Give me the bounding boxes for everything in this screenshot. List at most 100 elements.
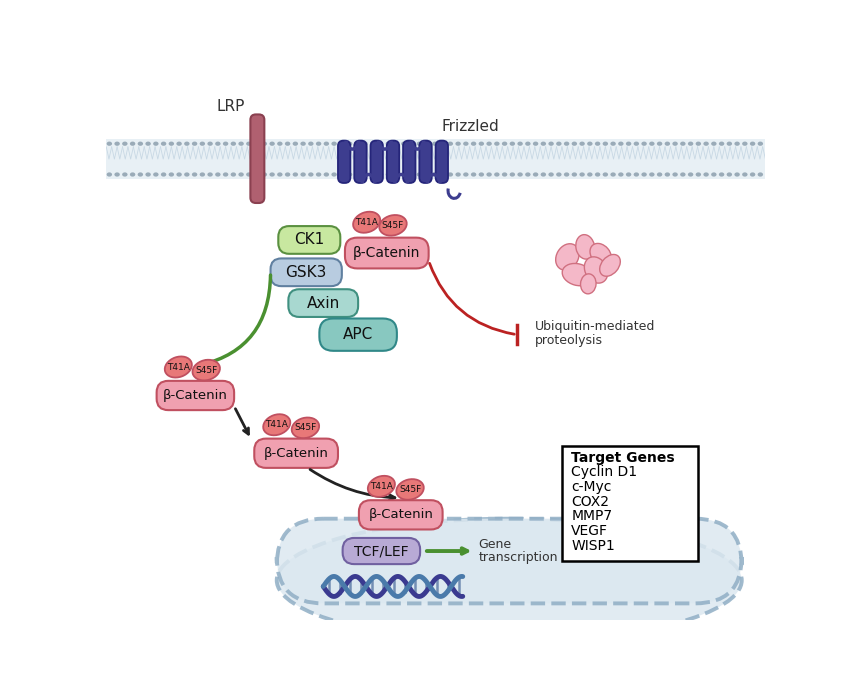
- Ellipse shape: [223, 172, 229, 176]
- FancyBboxPatch shape: [343, 538, 420, 564]
- Ellipse shape: [595, 141, 600, 146]
- Ellipse shape: [633, 141, 639, 146]
- Ellipse shape: [757, 172, 763, 176]
- Text: β-Catenin: β-Catenin: [368, 508, 434, 521]
- Ellipse shape: [448, 172, 453, 176]
- Ellipse shape: [115, 141, 120, 146]
- FancyBboxPatch shape: [435, 141, 448, 183]
- Ellipse shape: [456, 172, 461, 176]
- Ellipse shape: [564, 141, 570, 146]
- Ellipse shape: [556, 141, 562, 146]
- Ellipse shape: [584, 256, 608, 283]
- Bar: [106, 139, 765, 179]
- Ellipse shape: [215, 141, 220, 146]
- Ellipse shape: [610, 141, 615, 146]
- Ellipse shape: [672, 141, 677, 146]
- Ellipse shape: [215, 172, 220, 176]
- Ellipse shape: [556, 172, 562, 176]
- Ellipse shape: [727, 141, 732, 146]
- Text: Cyclin D1: Cyclin D1: [571, 466, 638, 480]
- Ellipse shape: [200, 172, 205, 176]
- Ellipse shape: [502, 141, 507, 146]
- Ellipse shape: [238, 172, 244, 176]
- Text: β-Catenin: β-Catenin: [163, 389, 228, 402]
- Ellipse shape: [409, 172, 414, 176]
- Ellipse shape: [277, 172, 282, 176]
- Ellipse shape: [246, 141, 252, 146]
- FancyBboxPatch shape: [371, 141, 383, 183]
- Ellipse shape: [401, 172, 406, 176]
- Ellipse shape: [727, 172, 732, 176]
- Text: Ubiquitin-mediated: Ubiquitin-mediated: [535, 321, 655, 333]
- Text: Target Genes: Target Genes: [571, 451, 675, 465]
- Ellipse shape: [587, 172, 592, 176]
- Ellipse shape: [750, 172, 756, 176]
- Ellipse shape: [471, 141, 476, 146]
- Ellipse shape: [292, 172, 298, 176]
- Ellipse shape: [510, 141, 515, 146]
- Ellipse shape: [370, 172, 376, 176]
- Ellipse shape: [533, 172, 538, 176]
- Ellipse shape: [432, 141, 438, 146]
- Ellipse shape: [168, 141, 174, 146]
- Ellipse shape: [600, 254, 620, 276]
- Ellipse shape: [300, 141, 306, 146]
- Ellipse shape: [292, 141, 298, 146]
- Ellipse shape: [533, 141, 538, 146]
- Ellipse shape: [541, 141, 546, 146]
- Ellipse shape: [386, 141, 391, 146]
- Ellipse shape: [292, 418, 319, 438]
- FancyBboxPatch shape: [254, 438, 338, 468]
- Ellipse shape: [572, 172, 577, 176]
- Text: S45F: S45F: [294, 423, 316, 432]
- Ellipse shape: [448, 141, 453, 146]
- Ellipse shape: [704, 172, 709, 176]
- Ellipse shape: [353, 212, 380, 233]
- Text: APC: APC: [343, 327, 373, 342]
- Ellipse shape: [757, 141, 763, 146]
- Ellipse shape: [603, 141, 608, 146]
- Ellipse shape: [192, 172, 197, 176]
- Ellipse shape: [525, 172, 530, 176]
- Ellipse shape: [277, 519, 742, 642]
- Ellipse shape: [416, 141, 422, 146]
- Ellipse shape: [618, 141, 624, 146]
- Ellipse shape: [161, 172, 167, 176]
- Ellipse shape: [394, 172, 399, 176]
- Ellipse shape: [657, 141, 662, 146]
- Ellipse shape: [130, 141, 135, 146]
- Ellipse shape: [581, 274, 596, 294]
- FancyBboxPatch shape: [403, 141, 416, 183]
- Ellipse shape: [161, 141, 167, 146]
- Ellipse shape: [580, 172, 585, 176]
- Ellipse shape: [254, 141, 259, 146]
- Ellipse shape: [541, 172, 546, 176]
- Text: Gene: Gene: [479, 537, 512, 551]
- Ellipse shape: [254, 172, 259, 176]
- Ellipse shape: [750, 141, 756, 146]
- FancyBboxPatch shape: [354, 141, 366, 183]
- Ellipse shape: [649, 141, 654, 146]
- Text: S45F: S45F: [196, 366, 218, 374]
- Ellipse shape: [564, 172, 570, 176]
- Ellipse shape: [440, 141, 445, 146]
- Ellipse shape: [368, 476, 395, 497]
- Ellipse shape: [184, 172, 190, 176]
- Ellipse shape: [548, 141, 554, 146]
- Ellipse shape: [688, 141, 694, 146]
- Ellipse shape: [471, 172, 476, 176]
- Ellipse shape: [424, 172, 430, 176]
- FancyBboxPatch shape: [270, 259, 342, 286]
- Text: Frizzled: Frizzled: [442, 119, 499, 135]
- FancyBboxPatch shape: [320, 319, 397, 351]
- Ellipse shape: [362, 172, 368, 176]
- Ellipse shape: [264, 414, 291, 436]
- Ellipse shape: [618, 172, 624, 176]
- Ellipse shape: [711, 172, 717, 176]
- Text: GSK3: GSK3: [286, 265, 327, 279]
- Text: VEGF: VEGF: [571, 524, 609, 538]
- Ellipse shape: [138, 172, 143, 176]
- FancyBboxPatch shape: [338, 141, 350, 183]
- Text: Axin: Axin: [307, 296, 340, 311]
- Text: COX2: COX2: [571, 495, 609, 509]
